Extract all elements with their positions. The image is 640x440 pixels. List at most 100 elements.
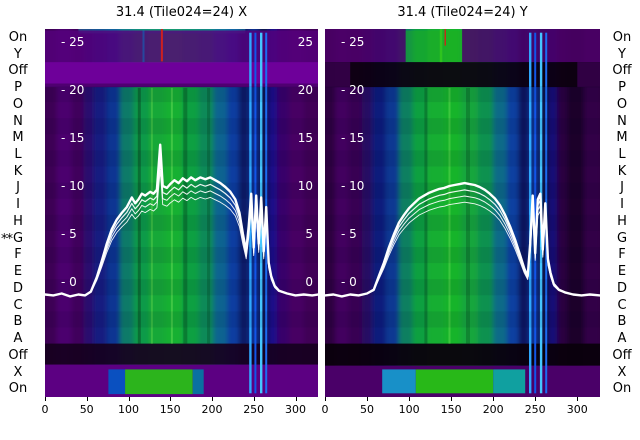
row-label-text: P <box>618 80 626 96</box>
row-label-text: Y <box>14 46 22 62</box>
y-tick-label-right: 5 <box>305 227 313 241</box>
row-label-text: K <box>617 163 627 179</box>
y-tick-label: - 25 <box>61 35 84 49</box>
row-label-text: G <box>616 230 628 246</box>
row-label: N <box>0 113 36 130</box>
row-label-text: F <box>14 247 22 263</box>
row-label-text: J <box>620 180 624 196</box>
x-tick-mark <box>45 397 46 401</box>
y-tick-label: - 25 <box>341 35 364 49</box>
y-tick-label: - 20 <box>341 83 364 97</box>
row-labels-left: On Y Off P O N M L K J I H ** G F E D C B A Off X On <box>0 29 36 397</box>
row-label: Off <box>0 62 36 79</box>
row-label-text: M <box>616 130 628 146</box>
x-tick-label: 150 <box>159 403 181 416</box>
x-tick-mark <box>535 397 537 401</box>
row-label-text: On <box>612 381 632 397</box>
row-label: On <box>604 29 640 46</box>
row-label-text: X <box>617 364 627 380</box>
row-label-text: A <box>617 331 627 347</box>
power-trace <box>45 169 318 297</box>
column-bands <box>45 29 318 397</box>
row-label-text: M <box>12 130 24 146</box>
y-tick-label: - 20 <box>61 83 84 97</box>
row-label: Y <box>0 46 36 63</box>
x-tick-mark <box>451 397 453 401</box>
row-label: F <box>604 247 640 264</box>
row-label: E <box>0 263 36 280</box>
x-tick-mark <box>128 397 130 401</box>
row-label: F <box>0 247 36 264</box>
row-label-text: O <box>616 96 628 112</box>
row-label-text: Off <box>8 347 28 363</box>
row-label: E <box>604 263 640 280</box>
row-label-text: I <box>620 197 624 213</box>
x-tick-label: 250 <box>524 403 546 416</box>
x-tick-label: 100 <box>398 403 420 416</box>
row-label: A <box>0 330 36 347</box>
row-label: On <box>0 380 36 397</box>
y-tick-label: - 15 <box>61 131 84 145</box>
trace-bundle <box>45 143 318 298</box>
row-label-text: C <box>13 297 23 313</box>
row-label: A <box>604 330 640 347</box>
row-label: Off <box>604 347 640 364</box>
row-label-text: B <box>13 314 23 330</box>
row-label-text: Off <box>8 63 28 79</box>
x-tick-mark <box>367 397 368 401</box>
x-tick-label: 300 <box>566 403 588 416</box>
row-label: J <box>0 180 36 197</box>
row-label-text: On <box>8 381 28 397</box>
row-label-text: N <box>617 113 627 129</box>
row-label-text: N <box>13 113 23 129</box>
trace-bundle <box>325 181 600 298</box>
row-label-text: On <box>8 29 28 45</box>
y-tick-label: - 10 <box>341 179 364 193</box>
y-tick-label-right: 0 <box>305 275 313 289</box>
row-label: G <box>604 230 640 247</box>
row-label: M <box>604 129 640 146</box>
row-label: P <box>0 79 36 96</box>
panel-x-title: 31.4 (Tile024=24) X <box>115 5 248 20</box>
panel-y-title: 31.4 (Tile024=24) Y <box>397 5 528 20</box>
row-label: Off <box>604 62 640 79</box>
row-label: Y <box>604 46 640 63</box>
row-label-text: P <box>14 80 22 96</box>
x-tick-label: 50 <box>360 403 374 416</box>
row-label-text: C <box>617 297 627 313</box>
power-trace <box>325 201 600 297</box>
y-tick-label: - 0 <box>61 275 77 289</box>
x-tick-mark <box>295 397 297 401</box>
x-tick-mark <box>170 397 172 401</box>
row-label: L <box>604 146 640 163</box>
row-label: H <box>0 213 36 230</box>
row-label-text: A <box>13 331 23 347</box>
row-label-text: L <box>14 147 22 162</box>
x-tick-label: 200 <box>201 403 223 416</box>
column-bands <box>325 29 600 397</box>
row-label-text: Off <box>612 63 632 79</box>
row-label-text: K <box>13 163 23 179</box>
row-labels-right: On Y Off P O N M L K J I H G F E D C B A Off X On <box>604 29 640 397</box>
row-label: O <box>604 96 640 113</box>
x-tick-mark <box>212 397 213 401</box>
x-axis-x: 0 50 100 150 200 250 300 <box>42 397 318 419</box>
row-label-text: O <box>12 96 24 112</box>
y-tick-label-right: 25 <box>298 35 313 49</box>
x-tick-label: 200 <box>482 403 504 416</box>
row-label-text: D <box>616 280 627 296</box>
row-label-text: G <box>12 230 24 246</box>
y-tick-label: - 0 <box>341 275 357 289</box>
heatmap-x: - 25 25 - 20 20 - 15 15 - 10 10 - 5 5 - 0 0 <box>45 29 318 397</box>
x-tick-label: 50 <box>79 403 94 416</box>
y-tick-label-right: 15 <box>298 131 313 145</box>
x-tick-mark <box>325 397 326 401</box>
row-label: J <box>604 180 640 197</box>
row-label: ** G <box>0 230 36 247</box>
y-tick-label: - 10 <box>61 179 84 193</box>
x-tick-label: 300 <box>285 403 306 416</box>
row-label: H <box>604 213 640 230</box>
row-label: C <box>604 297 640 314</box>
row-label-text: X <box>13 364 23 380</box>
row-label: K <box>0 163 36 180</box>
